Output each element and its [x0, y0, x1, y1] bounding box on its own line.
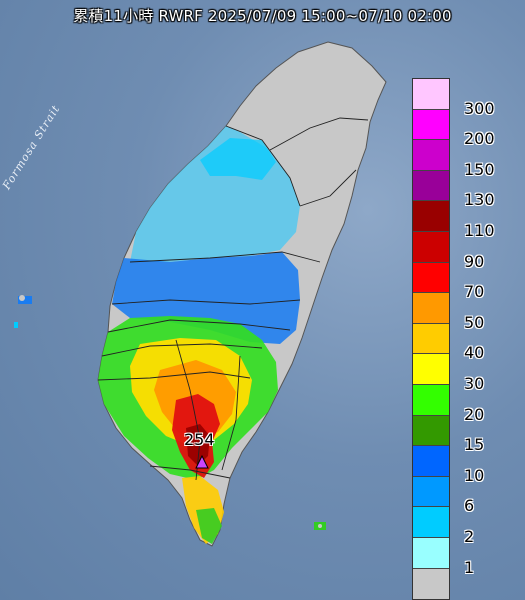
legend-swatch: [413, 354, 449, 385]
legend-label: 130: [464, 190, 495, 210]
rain-cell: [18, 296, 32, 304]
legend-swatch: [413, 231, 449, 263]
legend-label: 40: [464, 343, 485, 363]
legend-label: 110: [464, 221, 495, 240]
legend-label: 2: [464, 527, 475, 546]
legend-label: 200: [464, 129, 495, 149]
map-title: 累積11小時 RWRF 2025/07/09 15:00~07/10 02:00: [73, 7, 452, 25]
legend-swatch: [413, 476, 449, 508]
legend-label: 50: [464, 312, 485, 332]
legend-swatch: [413, 384, 449, 416]
legend-label: 15: [464, 435, 485, 455]
county-boundaries: [97, 117, 369, 481]
legend-label: 300: [464, 98, 495, 118]
legend-swatch: [413, 140, 449, 171]
legend-swatch: [413, 201, 449, 232]
legend-swatch: [413, 79, 449, 110]
rain-cell: [14, 322, 18, 328]
legend-label: 70: [464, 282, 485, 302]
max-value-label: 254: [184, 430, 215, 449]
island: [318, 524, 322, 528]
triangle-marker: [195, 454, 209, 469]
legend-swatch: [413, 537, 449, 569]
legend-swatch: [413, 415, 449, 447]
rain-zone-south-green: [196, 508, 222, 544]
legend-label: 6: [464, 496, 475, 516]
rain-zone-blue: [112, 252, 300, 344]
island: [19, 295, 25, 301]
rain-zone-cyan: [200, 138, 276, 180]
legend-label: 150: [464, 159, 495, 179]
legend-label: 10: [464, 465, 485, 485]
legend-color-bar: [412, 78, 450, 600]
legend-swatch: [413, 568, 449, 600]
legend-swatch: [413, 446, 449, 477]
legend-label: 30: [464, 374, 485, 393]
legend-swatch: [413, 170, 449, 202]
legend-swatch: [413, 323, 449, 355]
legend-label: 1: [464, 557, 475, 577]
legend-swatch: [413, 293, 449, 324]
legend-label: 20: [464, 404, 485, 424]
legend-label: 90: [464, 251, 485, 271]
legend-swatch: [413, 109, 449, 141]
legend-swatch: [413, 262, 449, 294]
legend-swatch: [413, 507, 449, 538]
rain-zone-darkred: [186, 424, 210, 466]
